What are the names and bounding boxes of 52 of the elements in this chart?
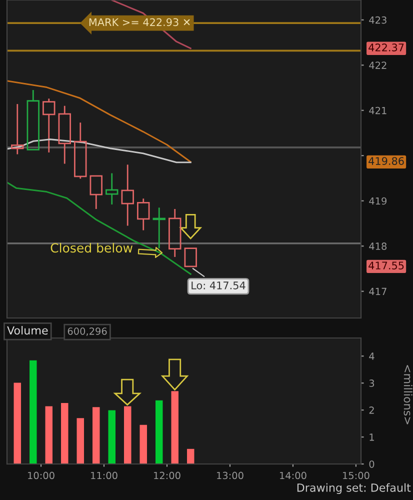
candlestick (58, 105, 71, 164)
bar (92, 407, 100, 464)
candlestick (168, 208, 182, 258)
text: 422.37 (368, 44, 404, 52)
chart-title: Volume (7, 326, 48, 335)
candlestick (184, 248, 197, 268)
text: 600,296 (68, 328, 107, 336)
bar (155, 400, 163, 464)
y-tick-label: 419 (369, 197, 387, 205)
y-axis-title: <millions> (404, 365, 412, 424)
y-tick-label: 2 (369, 406, 374, 414)
ref-line-label: MARK >= 422.93 ✕ (89, 18, 190, 26)
x-tick-label: 15:00 (343, 472, 370, 480)
candlestick (106, 172, 118, 206)
candlestick (11, 103, 24, 155)
bar (124, 406, 132, 464)
bar (186, 448, 194, 464)
bar (30, 360, 37, 464)
y-tick-label: 1 (370, 434, 374, 441)
bar (140, 424, 147, 464)
annotation: Lo: 417.54 (192, 282, 246, 290)
candlestick (152, 206, 166, 250)
line-series (7, 182, 192, 275)
y-tick-label: 0 (369, 460, 374, 468)
y-tick-label: 417 (369, 288, 386, 296)
candlestick (121, 164, 134, 226)
bar (61, 403, 68, 464)
y-tick-label: 3 (369, 380, 374, 387)
bar (108, 410, 116, 464)
y-tick-label: 418 (369, 242, 387, 250)
bar (171, 391, 178, 464)
line-series (7, 138, 192, 164)
x-tick-label: 14:00 (280, 472, 306, 480)
y-tick-label: 422 (369, 62, 386, 69)
x-tick-label: 12:00 (154, 472, 180, 480)
x-tick-label: 10:00 (28, 472, 54, 480)
bar (14, 382, 22, 464)
x-tick-label: 13:00 (217, 472, 244, 480)
candlestick (137, 198, 150, 231)
annotation: Closed below (50, 242, 132, 253)
bar (45, 406, 53, 464)
y-tick-label: 4 (369, 352, 374, 360)
y-tick-label: 421 (369, 106, 386, 114)
text: 419.86 (368, 157, 404, 165)
x-tick-label: 11:00 (91, 472, 118, 480)
candlestick (26, 89, 40, 150)
text: Drawing set: Default (297, 483, 411, 494)
y-tick-label: 423 (369, 16, 386, 24)
candlestick (90, 175, 102, 210)
line-series (7, 80, 192, 163)
text: 417.55 (368, 262, 404, 270)
bar (76, 418, 84, 464)
